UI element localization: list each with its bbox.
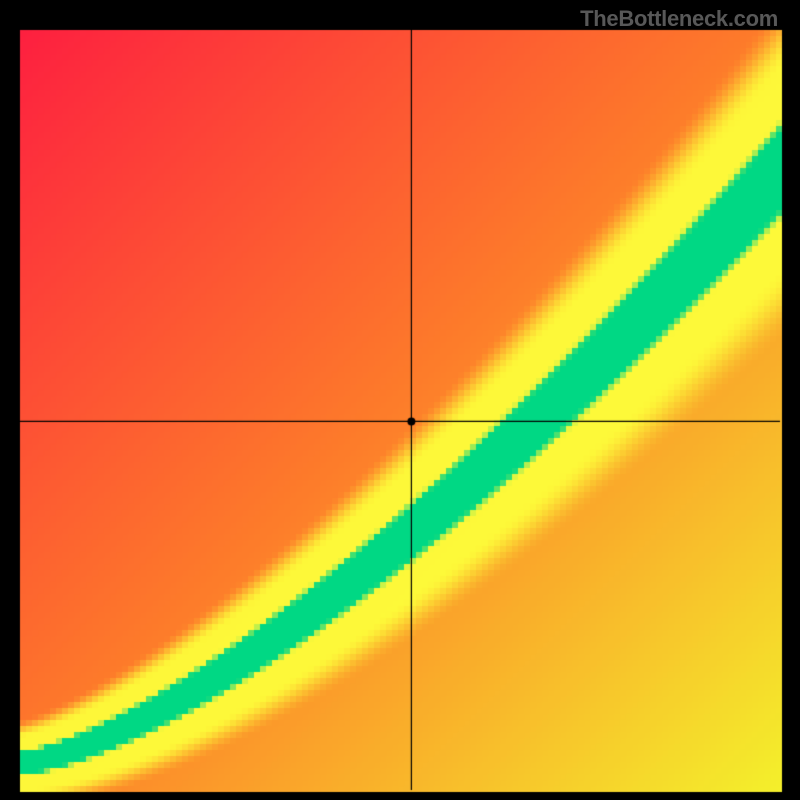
chart-container: TheBottleneck.com — [0, 0, 800, 800]
watermark-label: TheBottleneck.com — [580, 6, 778, 32]
heatmap-canvas — [0, 0, 800, 800]
